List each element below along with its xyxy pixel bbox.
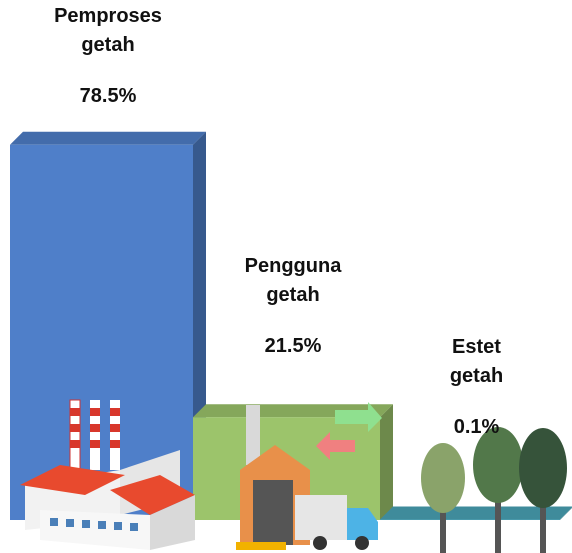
bar-side bbox=[380, 404, 393, 520]
warehouse-icon bbox=[236, 402, 382, 550]
trees-icon bbox=[421, 427, 567, 553]
category-label: Estet getah bbox=[449, 335, 504, 387]
category-label: Pengguna getah bbox=[244, 255, 342, 307]
value-label: 21.5% bbox=[264, 335, 322, 358]
bar-top bbox=[380, 506, 572, 520]
value-label: 0.1% bbox=[453, 415, 500, 438]
bar-side bbox=[560, 507, 572, 520]
bar-top bbox=[10, 131, 206, 145]
value-label: 78.5% bbox=[79, 84, 137, 107]
factory-icon bbox=[20, 399, 195, 550]
icons bbox=[20, 399, 567, 553]
category-label: Pemproses getah bbox=[54, 4, 162, 56]
